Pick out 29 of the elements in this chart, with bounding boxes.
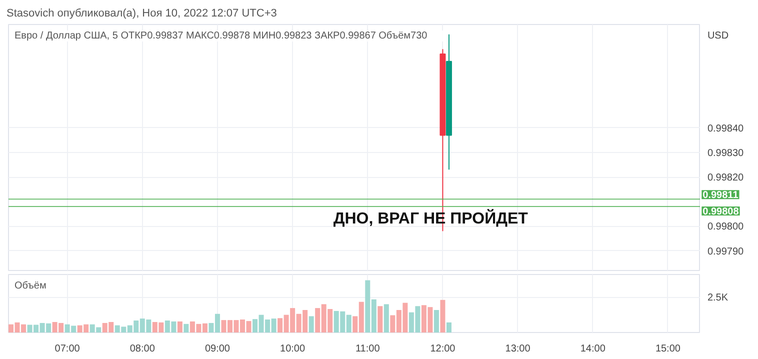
bar: [184, 324, 189, 332]
bar: [434, 310, 439, 332]
x-tick-label: 10:00: [280, 344, 306, 354]
x-tick-label: 07:00: [54, 344, 80, 354]
bar: [177, 321, 182, 332]
text: Евро / Доллар США, 5 ОТКР0.99837 МАКС0.99878 МИН0.99823 ЗАКР0.99867 Объём730: [14, 30, 428, 42]
x-tick-label: 12:00: [430, 344, 456, 354]
x-tick-label: 14:00: [580, 344, 606, 354]
bar: [446, 322, 452, 332]
bar: [440, 300, 446, 332]
x-tick-label: 15:00: [655, 344, 681, 354]
bar: [308, 316, 314, 332]
x-tick-label: 08:00: [130, 344, 156, 354]
bar: [384, 304, 389, 332]
ref-line-label: 0.99811: [702, 190, 739, 202]
y-axis-title: USD: [707, 30, 729, 42]
y-tick-label: 0.99820: [707, 172, 744, 184]
chart-title: Stasovich опубликовал(а), Ноя 10, 2022 12:07 UTC+3: [6, 8, 277, 20]
bar: [378, 306, 383, 332]
y-tick-label: 0.99790: [707, 246, 744, 258]
ref-line-label: 0.99808: [702, 206, 740, 218]
y-tick-label: 2.5K: [707, 292, 728, 304]
x-tick-label: 09:00: [204, 344, 230, 354]
y-tick-label: 0.99800: [707, 222, 744, 233]
text: Объём: [14, 280, 46, 292]
y-tick-label: 0.99830: [707, 148, 744, 159]
x-tick-label: 11:00: [356, 344, 380, 354]
y-tick-label: 0.99840: [707, 123, 744, 134]
x-tick-label: 13:00: [505, 344, 531, 354]
